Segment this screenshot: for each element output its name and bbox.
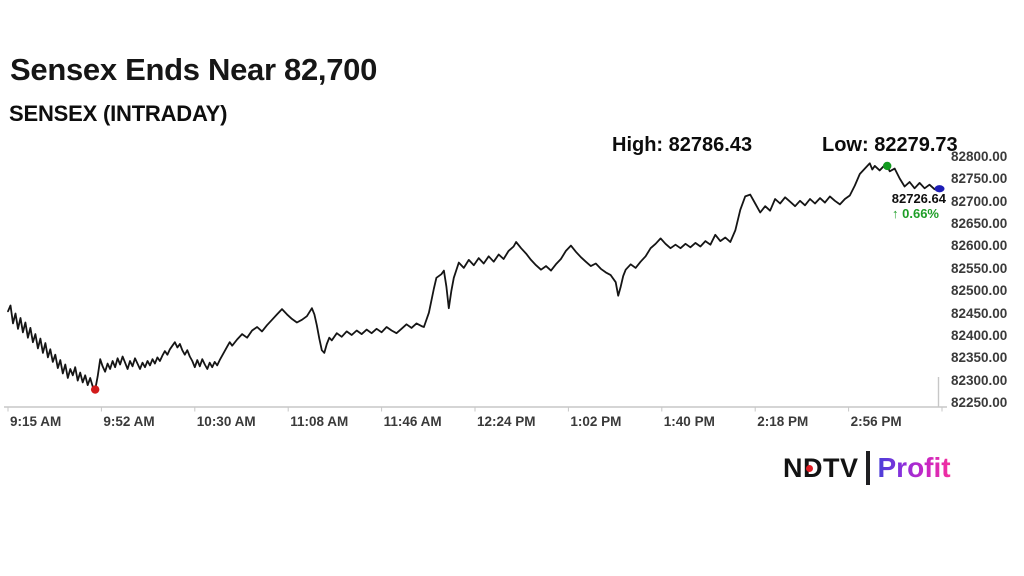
y-axis-label: 82550.00 <box>951 260 1008 276</box>
y-axis-label: 82250.00 <box>951 395 1008 410</box>
x-axis-label: 9:52 AM <box>103 414 155 429</box>
ndtv-text: NDTV <box>783 452 859 483</box>
x-axis-label: 2:56 PM <box>850 414 902 429</box>
y-axis-label: 82600.00 <box>951 238 1008 254</box>
profit-wordmark: Profit <box>877 452 951 484</box>
y-axis-label: 82450.00 <box>951 305 1008 321</box>
x-axis-label: 9:15 AM <box>10 414 62 429</box>
y-axis-label: 82650.00 <box>951 216 1008 232</box>
page-title: Sensex Ends Near 82,700 <box>10 52 378 87</box>
x-axis-label: 2:18 PM <box>757 414 809 429</box>
high-dot <box>883 161 892 171</box>
close-dot <box>934 185 945 193</box>
change-percent-label: ↑ 0.66% <box>892 206 939 221</box>
x-axis-label: 11:08 AM <box>290 414 349 429</box>
low-dot <box>90 385 100 394</box>
sensex-price-line <box>7 162 941 391</box>
ndtv-red-dot-icon <box>806 464 813 472</box>
y-axis-label: 82300.00 <box>951 372 1008 388</box>
y-axis-label: 82350.00 <box>951 350 1008 366</box>
x-axis-label: 10:30 AM <box>196 414 256 429</box>
x-axis-label: 1:40 PM <box>663 414 715 429</box>
x-axis-label: 11:46 AM <box>383 414 442 429</box>
y-axis-label: 82500.00 <box>951 283 1008 299</box>
y-axis-label: 82700.00 <box>951 193 1008 209</box>
low-value-label: Low: 82279.73 <box>822 134 958 156</box>
last-price-label: 82726.64 <box>891 191 946 206</box>
logo-divider <box>865 451 870 485</box>
x-axis-label: 12:24 PM <box>477 414 536 429</box>
y-axis-label: 82750.00 <box>951 171 1008 187</box>
high-value-label: High: 82786.43 <box>612 134 753 156</box>
x-axis-label: 1:02 PM <box>570 414 622 429</box>
ndtv-wordmark: NDTV <box>783 452 859 484</box>
ndtv-profit-logo: NDTV Profit <box>783 451 951 485</box>
y-axis-label: 82400.00 <box>951 327 1008 343</box>
chart-subtitle: SENSEX (INTRADAY) <box>9 101 228 126</box>
y-axis-label: 82800.00 <box>951 149 1008 164</box>
